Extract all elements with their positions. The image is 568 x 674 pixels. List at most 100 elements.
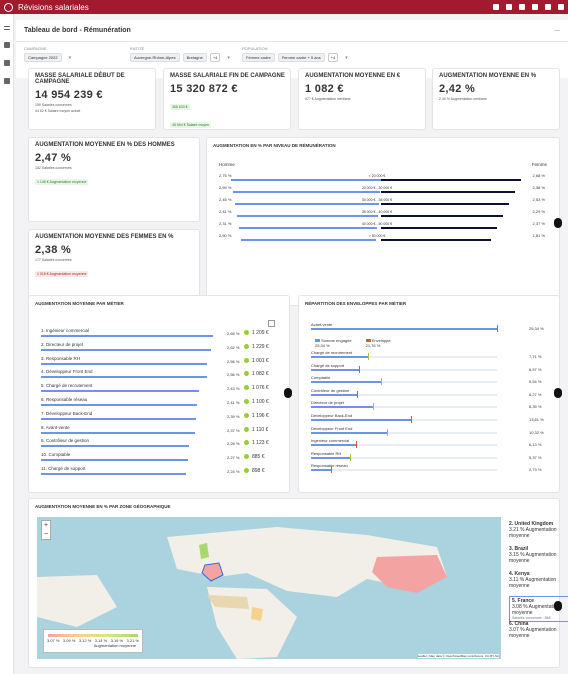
envelope-bar: [311, 431, 387, 434]
zoom-out-button[interactable]: −: [43, 531, 49, 538]
filter-chip[interactable]: Femme cadre: [242, 53, 275, 62]
card-title: AUGMENTATION MOYENNE PAR MÉTIER: [35, 301, 124, 306]
filter-chip[interactable]: Campagne 2022: [24, 53, 62, 62]
job-row[interactable]: 4. Développeur Front End 2,56 % 1 082 €: [41, 369, 277, 379]
envelope-pct: 8,39 %: [529, 404, 542, 410]
women-pct: 2,37 %: [532, 221, 545, 226]
job-pct: 2,28 %: [227, 441, 240, 447]
uk-region[interactable]: [199, 543, 209, 559]
geo-zone-item[interactable]: 2. United Kingdom 3.21 % Augmentation moy…: [509, 521, 568, 539]
job-pct: 2,56 %: [227, 372, 240, 378]
job-row[interactable]: 9. Contrôleur de gestion 2,28 % 1 123 €: [41, 438, 277, 448]
legend-label: Enveloppe: [371, 338, 391, 343]
job-row[interactable]: 2. Directeur de projet 2,62 % 1 229 €: [41, 342, 277, 351]
filter-population[interactable]: POPULATION Femme cadre Femme cadre + 5 an…: [242, 46, 348, 62]
envelope-track: [311, 469, 497, 472]
france-region[interactable]: [201, 562, 224, 582]
envelope-marker: [381, 378, 383, 386]
envelope-track: [311, 368, 497, 371]
notification-icon[interactable]: [506, 4, 512, 10]
filter-campagne[interactable]: CAMPAGNE Campagne 2022 ▾: [24, 46, 71, 62]
home-icon[interactable]: [493, 4, 499, 10]
men-bar: [239, 227, 377, 229]
geo-zone-item[interactable]: 5. France 3.08 % Augmentation moyenne Sala…: [509, 596, 568, 622]
envelope-bar: [311, 356, 368, 358]
kpi-value: 15 320 872 €: [170, 83, 238, 95]
job-pct: 2,56 %: [227, 358, 240, 364]
job-row[interactable]: 8. Avant-vente 2,37 % 1 110 €: [41, 424, 277, 434]
job-name: 4. Développeur Front End: [41, 369, 93, 375]
chevron-down-icon[interactable]: ▾: [68, 54, 72, 61]
status-dot-icon: [244, 385, 249, 391]
expand-icon[interactable]: [268, 320, 275, 327]
history-nav-icon[interactable]: [3, 60, 10, 66]
card-options-button[interactable]: [284, 388, 292, 398]
apps-icon[interactable]: [545, 4, 551, 10]
envelope-bar: [311, 444, 356, 447]
filter-chip[interactable]: Femme cadre + 5 ans: [277, 53, 325, 62]
filter-label: POPULATION: [242, 46, 268, 51]
kenya-region[interactable]: [251, 607, 263, 621]
envelope-marker: [367, 353, 369, 360]
card-options-button[interactable]: [554, 388, 562, 398]
settings-nav-icon[interactable]: [3, 78, 10, 84]
chevron-down-icon[interactable]: ▾: [345, 54, 348, 61]
page-menu-button[interactable]: ...: [554, 26, 560, 33]
legend-label: Somme engagée: [321, 338, 352, 343]
filter-chip[interactable]: Auvergne-Rhône-Alpes: [130, 53, 180, 62]
kpi-value: 2,42 %: [439, 83, 476, 95]
envelope-row: Développeur Back-End 13,61 %: [311, 413, 547, 423]
envelope-job-name: Responsable réseau: [311, 463, 348, 469]
kpi-delta-badge: 1 145 € Augmentation moyenne: [35, 179, 89, 185]
job-amount: 1 110 €: [252, 426, 269, 433]
legend-tick: 3.14 %: [94, 638, 108, 643]
job-row[interactable]: 10. Comptable 2,27 % 885 €: [41, 452, 277, 462]
card-options-button[interactable]: [554, 601, 562, 611]
envelope-job-name: Ingénieur commercial: [311, 438, 350, 444]
job-row[interactable]: 11. Chargé de support 2,24 % 898 €: [41, 466, 277, 475]
job-amount: 1 196 €: [252, 412, 269, 419]
women-kpi-card: AUGMENTATION MOYENNE DES FEMMES EN % 2,3…: [28, 229, 200, 306]
zoom-in-button[interactable]: +: [43, 522, 49, 529]
status-dot-icon: [244, 343, 249, 349]
men-pct: 2,75 %: [219, 173, 232, 178]
more-chips-badge[interactable]: +4: [327, 53, 339, 62]
map-zoom-control[interactable]: + −: [41, 520, 51, 540]
envelope-pct: 5,37 %: [529, 454, 542, 460]
envelope-job-name: Contrôleur de gestion: [311, 387, 350, 393]
north-africa-region: [207, 595, 249, 609]
geo-zone-item[interactable]: 3. Brazil 3.15 % Augmentation moyenne: [509, 546, 568, 564]
envelope-job-name: Comptable: [311, 375, 331, 381]
folder-nav-icon[interactable]: [3, 42, 10, 48]
envelope-job-name: Développeur Front End: [311, 425, 353, 431]
status-dot-icon: [244, 426, 249, 432]
more-chips-badge[interactable]: +4: [209, 53, 221, 62]
job-row[interactable]: 7. Développeur Back-End 2,39 % 1 196 €: [41, 411, 277, 420]
folder-icon[interactable]: [519, 4, 525, 10]
job-row[interactable]: 3. Responsable RH 2,56 % 1 001 €: [41, 356, 277, 365]
geo-zone-item[interactable]: 6. China 3.07 % Augmentation moyenne: [509, 621, 568, 639]
job-row[interactable]: 5. Chargé de recrutement 2,43 % 1 076 €: [41, 383, 277, 393]
job-amount: 1 076 €: [252, 385, 269, 392]
user-icon[interactable]: [558, 4, 564, 10]
job-name: 5. Chargé de recrutement: [41, 383, 93, 389]
job-row[interactable]: 6. Responsable réseau 2,41 % 1 100 €: [41, 397, 277, 406]
menu-icon[interactable]: [3, 26, 10, 30]
envelope-job-name: Responsable RH: [311, 450, 342, 456]
legend-item: Somme engagée 25,34 %: [315, 338, 352, 348]
card-options-button[interactable]: [554, 218, 562, 228]
world-map[interactable]: + − 3.07 % 3.09 % 3.12 % 3.14 % 3.19 % 3.21 % …: [37, 517, 501, 659]
job-row[interactable]: 1. Ingénieur commercial 2,65 % 1 209 €: [41, 328, 277, 337]
map-svg[interactable]: [37, 517, 501, 659]
legend-tick: 3.12 %: [78, 638, 92, 643]
china-region[interactable]: [372, 555, 447, 593]
job-name: 8. Avant-vente: [41, 424, 70, 430]
filter-entite[interactable]: ENTITÉ Auvergne-Rhône-Alpes Bretagne +4 ▾: [130, 46, 230, 62]
filter-chip[interactable]: Bretagne: [182, 53, 207, 62]
envelope-bar: [311, 406, 373, 409]
chevron-down-icon[interactable]: ▾: [227, 54, 230, 61]
grid-icon[interactable]: [532, 4, 538, 10]
envelope-pct: 9,54 %: [529, 379, 542, 385]
envelope-track: [311, 381, 497, 384]
geo-zone-item[interactable]: 4. Kenya 3.11 % Augmentation moyenne: [509, 571, 568, 589]
